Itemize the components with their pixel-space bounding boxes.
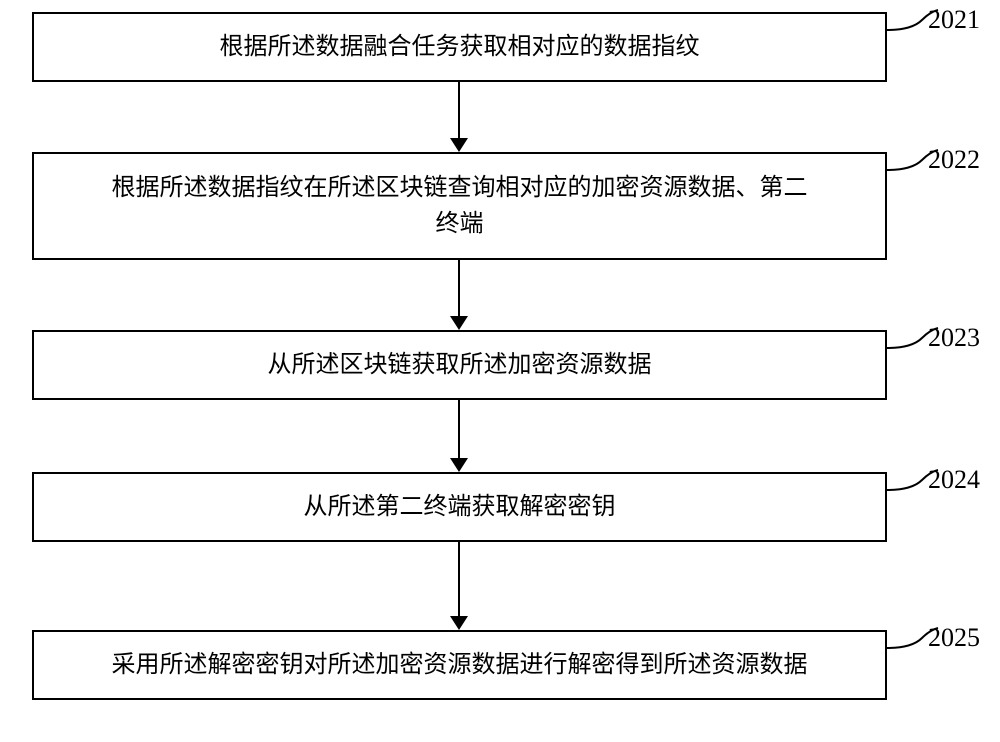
callout-5 — [0, 0, 1000, 742]
flowchart-canvas: 根据所述数据融合任务获取相对应的数据指纹 根据所述数据指纹在所述区块链查询相对应… — [0, 0, 1000, 742]
